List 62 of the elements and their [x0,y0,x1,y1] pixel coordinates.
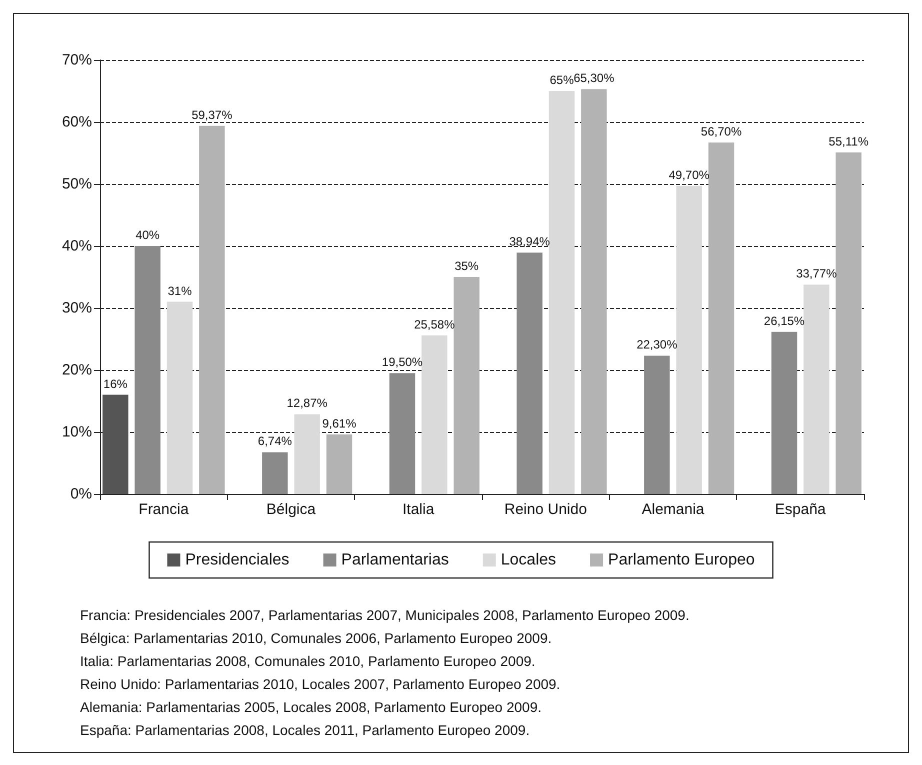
text: Bélgica: Parlamentarias 2010, Comunales 2006, Parlamento Europeo 2009. [80,629,553,648]
data-label: 49,70% [668,168,710,182]
y-tick-label: 60% [62,114,92,130]
data-label: 40% [136,228,160,242]
bar [326,434,352,494]
bar [199,126,225,494]
data-label: 6,74% [258,434,292,448]
bar [102,394,128,494]
data-label: 19,50% [382,355,423,370]
y-tick-label: 50% [62,176,92,192]
x-tick-label: Reino Unido [504,501,587,518]
x-tick-label: Alemania [642,501,705,518]
data-label: 33,77% [796,266,838,281]
legend-label: Parlamento Europeo [608,552,755,568]
bar [548,91,575,494]
y-tick-label: 30% [62,300,92,316]
bar [389,373,416,494]
bar [771,332,798,494]
text: España: Parlamentarias 2008, Locales 2011, Parlamento Europeo 2009. [80,721,531,740]
y-tick-label: 70% [62,52,92,68]
data-label: 31% [168,284,192,298]
data-label: 56,70% [700,124,742,138]
data-label: 26,15% [764,314,805,328]
x-tick-label: Francia [138,501,190,518]
data-label: 59,37% [192,108,233,122]
bar [516,252,542,494]
y-tick-label: 0% [70,486,92,502]
bar [134,246,160,494]
bar [262,452,288,494]
bar [454,277,480,494]
data-label: 25,58% [414,317,456,332]
legend-label: Locales [500,552,556,568]
data-label: 35% [454,259,479,273]
x-tick-label: Italia [402,501,435,518]
bar [676,186,702,494]
x-tick-label: Bélgica [266,501,316,518]
legend-label: Parlamentarias [341,552,449,568]
y-tick-label: 20% [62,362,92,378]
x-tick-label: España [774,501,826,518]
data-label: 12,87% [286,396,328,410]
bar [708,142,734,494]
bar [804,284,830,494]
data-label: 22,30% [636,338,678,352]
bar [644,356,670,494]
y-tick-label: 10% [62,424,92,440]
text: Alemania: Parlamentarias 2005, Locales 2008, Parlamento Europeo 2009. [80,698,543,717]
bar [836,152,862,494]
data-label: 65% [550,73,574,87]
data-label: 55,11% [828,134,869,148]
legend-label: Presidenciales [185,552,290,568]
bar [166,302,193,494]
data-label: 16% [103,376,128,391]
data-label: 65,30% [574,71,615,86]
text: Reino Unido: Parlamentarias 2010, Locales 2007, Parlamento Europeo 2009. [80,675,562,694]
text: Francia: Presidenciales 2007, Parlamentarias 2007, Municipales 2008, Parlamento Europeo 2009. [80,606,690,625]
data-label: 9,61% [322,416,357,430]
bar [581,89,607,494]
bar [294,414,320,494]
y-tick-label: 40% [62,238,92,254]
bar [422,335,448,494]
text: Italia: Parlamentarias 2008, Comunales 2010, Parlamento Europeo 2009. [80,652,536,671]
data-label: 38,94% [509,234,550,249]
